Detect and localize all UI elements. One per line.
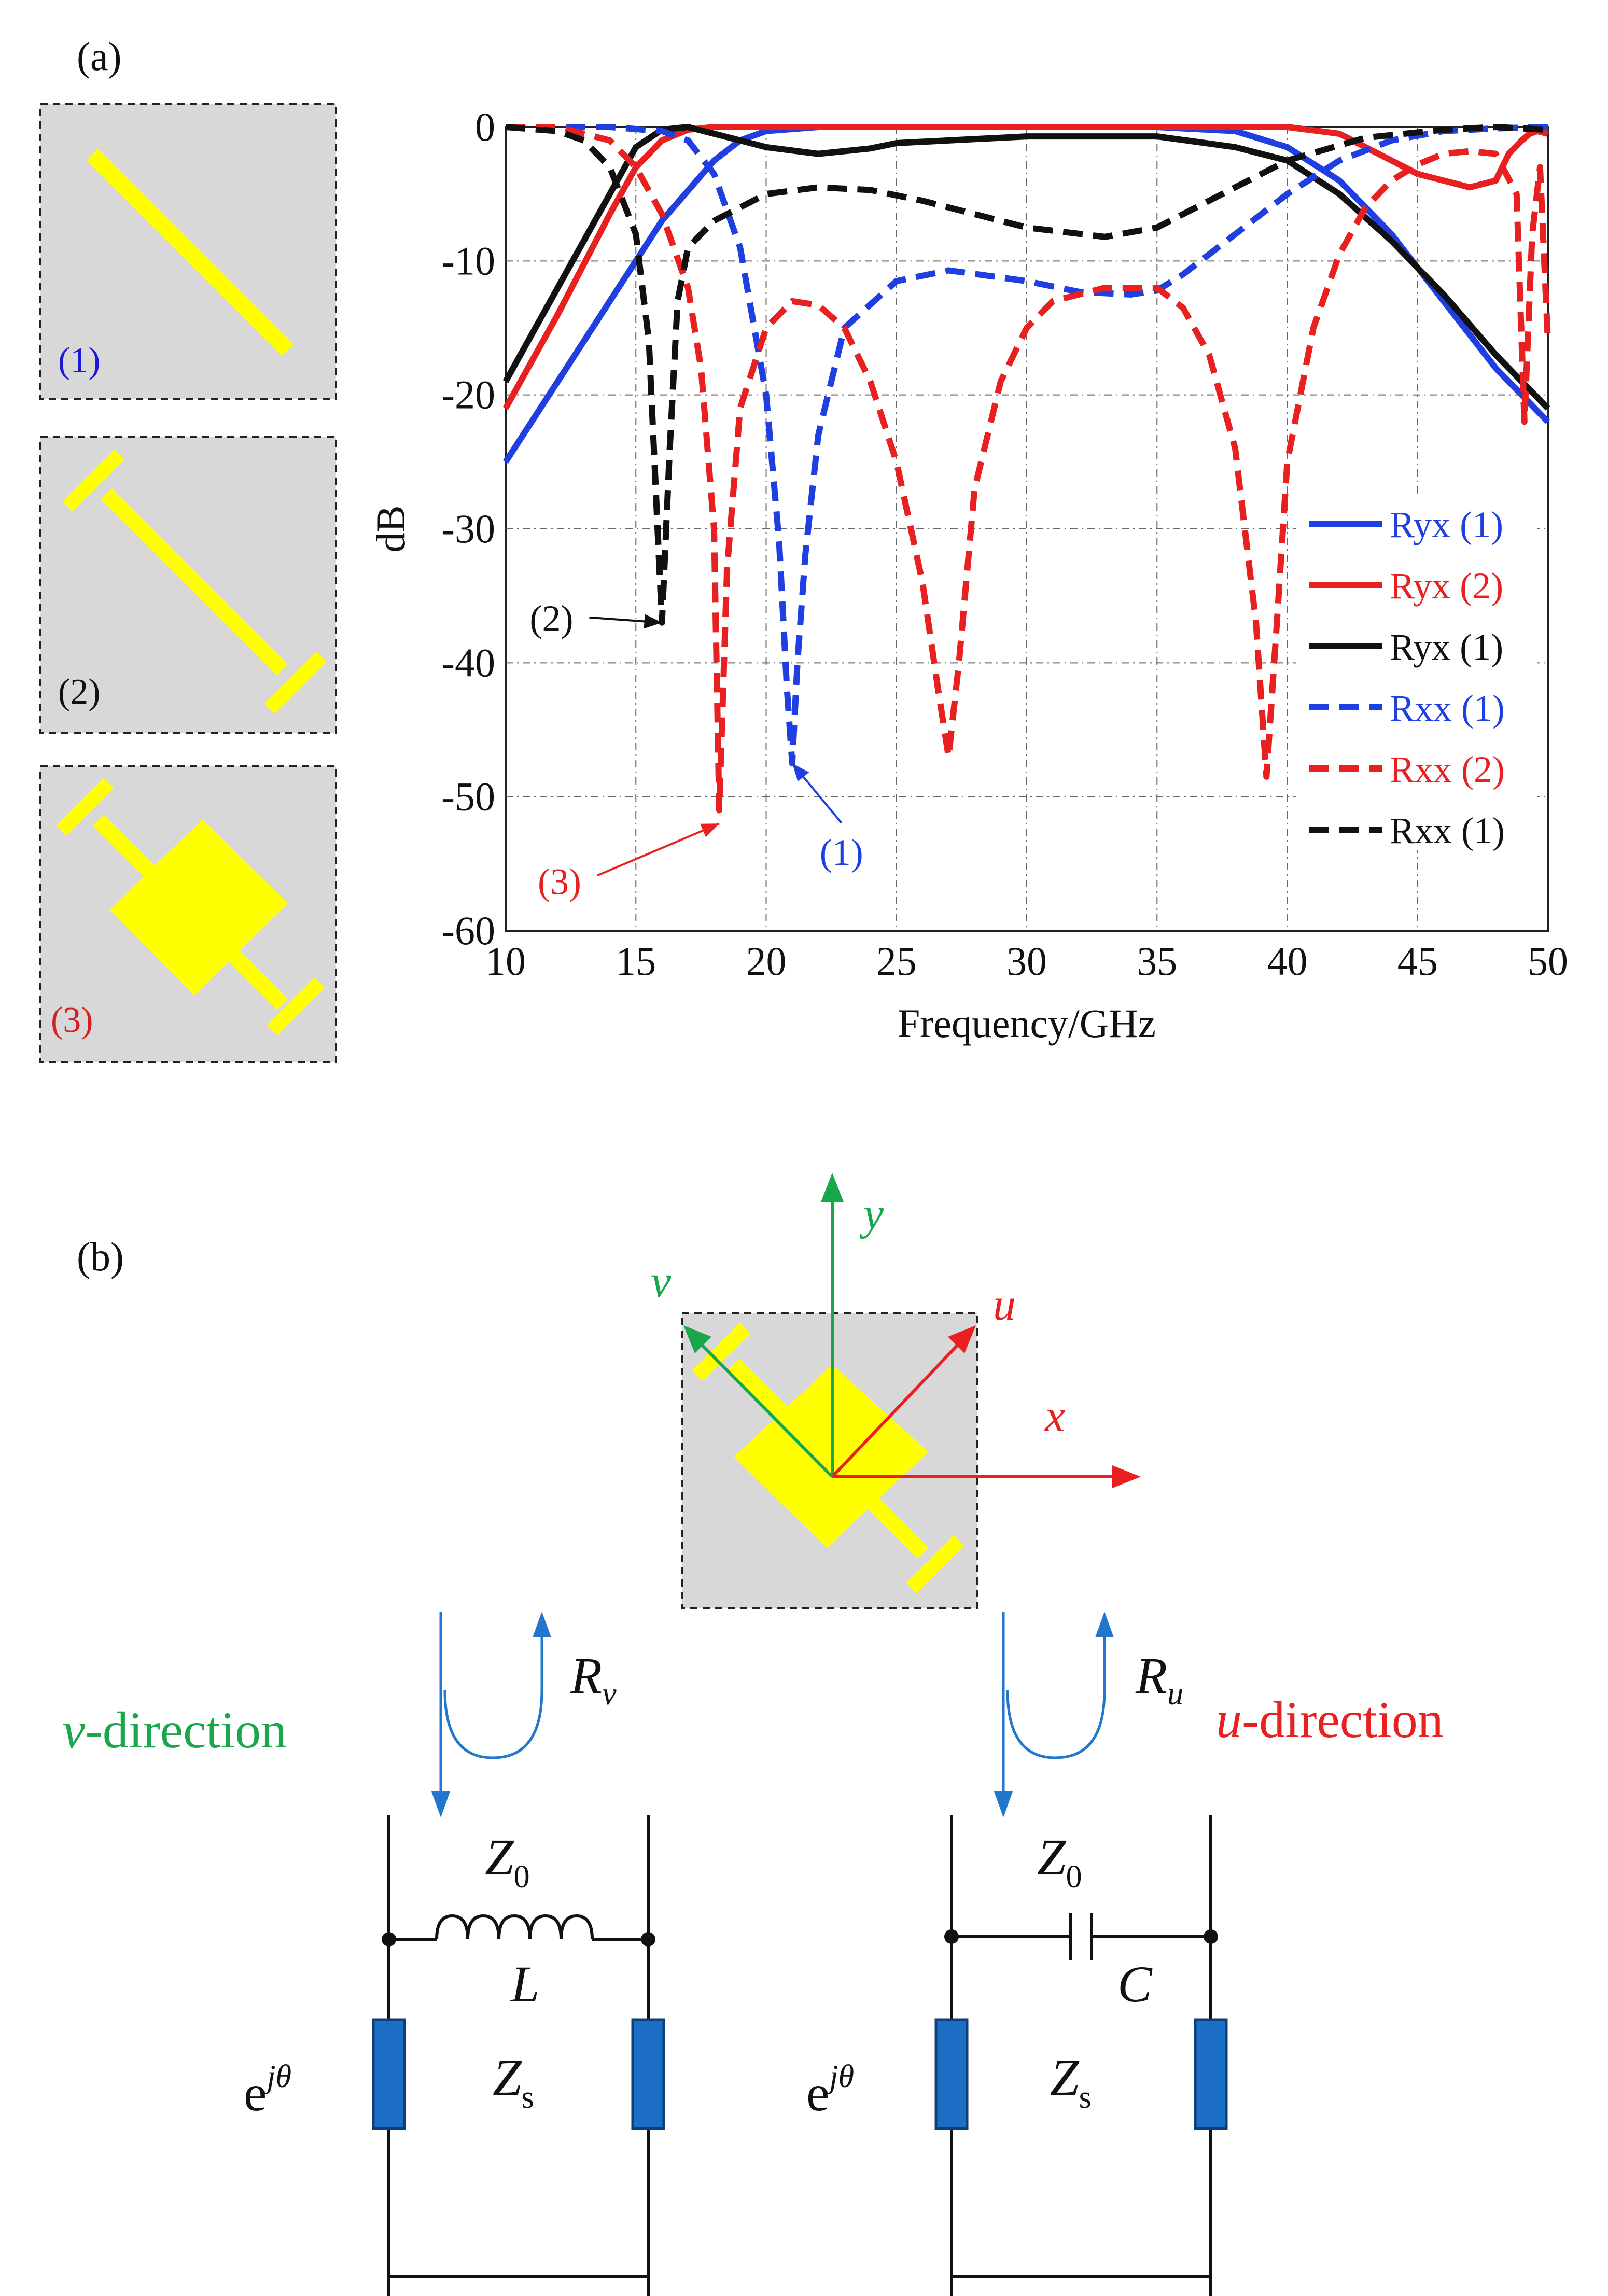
series-line-6: [505, 124, 1548, 626]
right-zs-label: Zs: [1050, 2049, 1092, 2115]
annotation-label-2: (3): [538, 861, 581, 902]
right-phase-label: ejθ: [806, 2059, 854, 2122]
axis-v-letter: v: [651, 1256, 672, 1307]
legend-label-4: Rxx (1): [1390, 688, 1505, 729]
x-tick-label: 15: [616, 939, 656, 984]
y-tick-label: -50: [441, 774, 495, 819]
legend-box: [1296, 498, 1537, 850]
annotation-arrowhead-2: [700, 823, 719, 837]
right-resistor-1: [934, 2018, 969, 2130]
panel-b-label: (b): [77, 1234, 124, 1279]
right-z0-label: Z0: [1037, 1828, 1082, 1895]
annotation-label-3: (1): [820, 832, 863, 873]
legend-label-1: Ryx (1): [1390, 504, 1503, 545]
unit-cell-axes: y x u v: [651, 1173, 1141, 1609]
series-line-2: [502, 124, 1549, 410]
x-axis-label: Frequency/GHz: [898, 1001, 1156, 1046]
right-resistor-2: [1194, 2018, 1228, 2130]
legend-label-2: Ryx (2): [1390, 565, 1503, 607]
legend-label-6: Rxx (1): [1390, 810, 1505, 851]
unit-cell-3: (3): [39, 765, 337, 1063]
unit-cell-1: (1): [39, 103, 337, 400]
y-tick-label: -40: [441, 640, 495, 685]
reflection-arrows-v: [431, 1612, 551, 1817]
reflection-v-label: Rv: [570, 1647, 617, 1712]
series-layer: [502, 124, 1551, 814]
annotations: (2) (3) (1): [530, 598, 863, 903]
left-z0-label: Z0: [485, 1828, 530, 1895]
inductor-label: L: [510, 1955, 540, 2013]
x-tick-label: 45: [1397, 939, 1438, 984]
v-direction-label: v-direction: [62, 1701, 287, 1759]
legend: Ryx (1) Ryx (2) Ryx (1) Rxx (1) Rxx (2) Rxx (…: [1296, 498, 1537, 851]
left-zs-label: Zs: [493, 2049, 534, 2115]
x-tick-label: 40: [1267, 939, 1308, 984]
reflection-arrows-u: [994, 1612, 1114, 1817]
series-line-5: [506, 124, 1551, 814]
unit-cell-2: (2): [39, 436, 337, 734]
y-tick-label: -30: [441, 506, 495, 551]
series-line-3: [502, 124, 1550, 411]
legend-label-3: Ryx (1): [1390, 626, 1503, 668]
x-tick-label: 25: [876, 939, 917, 984]
inductor: [435, 1914, 594, 1940]
u-axis-arrow: [831, 1336, 966, 1478]
y-tick-label: -20: [441, 372, 495, 417]
left-phase-label: ejθ: [244, 2059, 291, 2122]
cell-1-label: (1): [58, 341, 101, 381]
axis-u-letter: u: [993, 1280, 1016, 1330]
panel-a-label: (a): [77, 34, 122, 79]
x-tick-label: 10: [485, 939, 526, 984]
legend-label-5: Rxx (2): [1390, 749, 1505, 790]
x-tick-label: 35: [1137, 939, 1177, 984]
cell-3-label: (3): [51, 1000, 93, 1040]
series-line-4: [506, 124, 1548, 767]
annotation-arrow-2: [597, 822, 720, 877]
tick-labels: 10 15 20 25 30 35 40 45 50 0 -10 -20 -30 -40 -50 -60: [441, 104, 1568, 984]
cell-2-label: (2): [58, 672, 101, 712]
v-axis-arrow: [693, 1336, 834, 1478]
left-resistor-2: [631, 2018, 665, 2130]
left-resistor-1: [372, 2018, 406, 2130]
capacitor-label: C: [1117, 1955, 1153, 2013]
y-tick-label: -10: [441, 238, 495, 283]
u-direction-label: u-direction: [1216, 1691, 1444, 1748]
y-axis-label: dB: [368, 505, 413, 552]
reflection-u-label: Ru: [1135, 1647, 1183, 1712]
annotation-label-1: (2): [530, 598, 574, 639]
annotation-arrowhead-3: [792, 763, 809, 782]
reflection-chart: 10 15 20 25 30 35 40 45 50 0 -10 -20 -30 -40 -50 -60 Fr…: [368, 104, 1568, 1046]
y-tick-label: 0: [475, 104, 495, 149]
cell-1-strip: [86, 148, 294, 356]
x-tick-label: 30: [1006, 939, 1047, 984]
axis-x-letter: x: [1044, 1391, 1065, 1441]
annotation-arrowhead-1: [644, 614, 662, 629]
axis-y-letter: y: [859, 1189, 884, 1239]
x-tick-label: 20: [746, 939, 787, 984]
x-tick-label: 50: [1528, 939, 1568, 984]
y-tick-label: -60: [441, 908, 495, 953]
